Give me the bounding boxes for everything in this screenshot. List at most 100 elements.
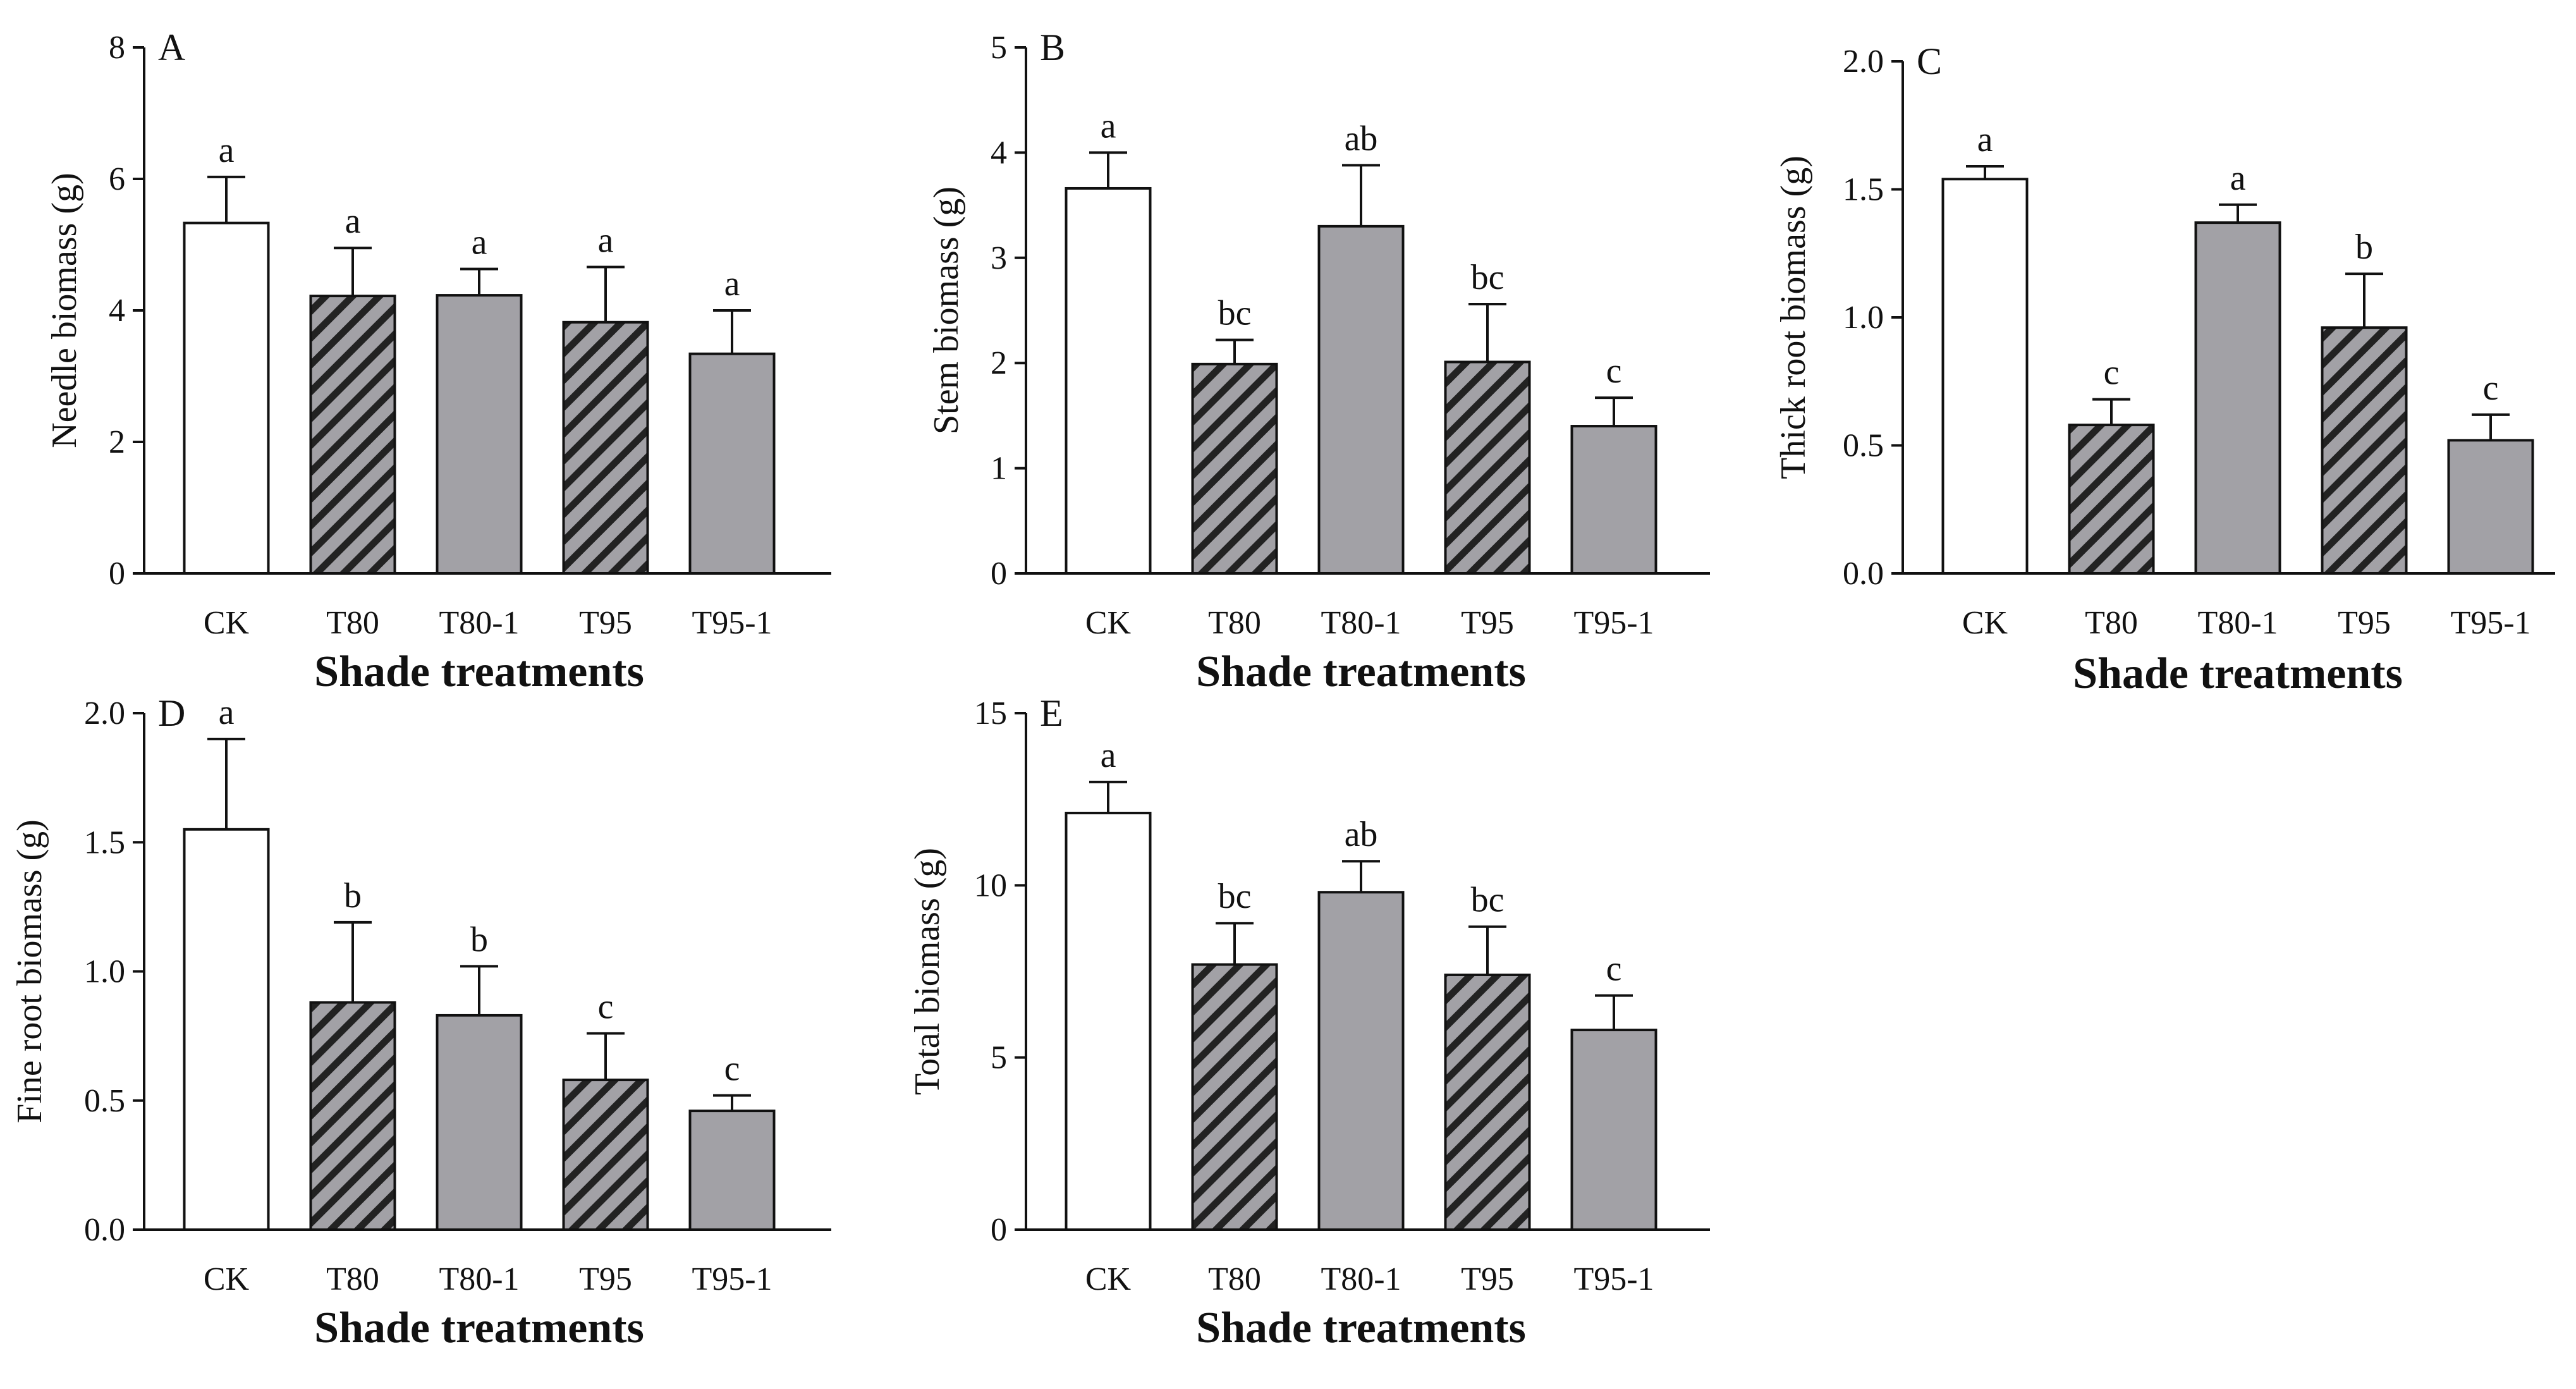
significance-label: ab — [1345, 119, 1378, 158]
x-tick-label: T80 — [326, 1261, 379, 1297]
y-tick-label: 10 — [974, 867, 1007, 903]
significance-label: bc — [1471, 258, 1505, 297]
significance-label: bc — [1218, 877, 1252, 916]
bar — [1444, 360, 1531, 575]
x-axis-label: Shade treatments — [1196, 647, 1526, 696]
x-tick-label: T80 — [2085, 605, 2138, 641]
x-tick-label: T95-1 — [1573, 1261, 1654, 1297]
x-tick-label: T95-1 — [2450, 605, 2530, 641]
bar — [183, 221, 270, 575]
y-tick-label: 2.0 — [84, 695, 125, 731]
panel-b: 0 1 2 3 4 5 a CK bc T80 ab T80-1 bc T95 c T95-1 B Stem bi… — [927, 27, 1710, 696]
x-tick-label: CK — [204, 1261, 250, 1297]
y-tick-label: 4 — [109, 293, 125, 329]
y-tick-label: 5 — [991, 1040, 1007, 1076]
x-tick-label: T80 — [326, 605, 379, 641]
panel-letter: A — [158, 27, 185, 68]
x-tick-label: T95 — [2338, 605, 2391, 641]
significance-label: c — [1606, 950, 1622, 989]
y-tick-label: 2 — [109, 424, 125, 460]
x-tick-label: CK — [1085, 1261, 1132, 1297]
bar — [1191, 362, 1278, 575]
x-axis-label: Shade treatments — [314, 1304, 644, 1352]
y-axis-label: Needle biomass (g) — [45, 173, 84, 448]
y-tick-label: 0.5 — [84, 1083, 125, 1119]
significance-label: b — [344, 876, 362, 915]
y-tick-label: 1 — [991, 451, 1007, 487]
bar — [562, 321, 649, 575]
bar — [1191, 963, 1278, 1232]
x-tick-label: T80-1 — [2197, 605, 2278, 641]
panel-letter: E — [1040, 692, 1063, 734]
significance-label: a — [219, 693, 235, 732]
y-tick-label: 15 — [974, 695, 1007, 731]
y-tick-label: 1.0 — [84, 954, 125, 990]
significance-label: c — [2104, 353, 2120, 393]
significance-label: c — [724, 1049, 740, 1089]
x-tick-label: T95-1 — [1573, 605, 1654, 641]
bar — [2068, 424, 2155, 575]
x-tick-label: T95 — [1461, 605, 1514, 641]
significance-label: c — [2483, 369, 2499, 408]
significance-label: b — [470, 920, 488, 959]
bar — [2194, 221, 2281, 575]
bar — [309, 1001, 396, 1232]
y-tick-label: 0.5 — [1843, 428, 1884, 464]
bar — [1941, 178, 2029, 575]
y-tick-label: 3 — [991, 240, 1007, 276]
y-tick-label: 8 — [109, 30, 125, 66]
bar — [1444, 973, 1531, 1231]
panel-a: 0 2 4 6 8 a CK a T80 a T80-1 a T95 a T95-1 A Needle biom… — [45, 27, 831, 696]
significance-label: bc — [1218, 294, 1252, 333]
bar — [1317, 224, 1405, 575]
x-tick-label: CK — [1962, 605, 2008, 641]
bar — [436, 294, 523, 575]
x-tick-label: T95-1 — [692, 605, 772, 641]
bar — [436, 1013, 523, 1231]
significance-label: a — [1101, 736, 1116, 775]
panel-d: 0.0 0.5 1.0 1.5 2.0 a CK b T80 b T80-1 c T95 c T95-1 D F… — [10, 692, 831, 1352]
bar — [688, 1110, 776, 1231]
x-tick-label: T95-1 — [692, 1261, 772, 1297]
x-tick-label: CK — [1085, 605, 1132, 641]
x-tick-label: T80-1 — [1321, 1261, 1401, 1297]
panel-letter: B — [1040, 27, 1065, 68]
y-tick-label: 0 — [109, 556, 125, 592]
bar — [1570, 1029, 1657, 1232]
bar — [183, 828, 270, 1231]
bar — [688, 352, 776, 575]
significance-label: a — [598, 221, 614, 260]
y-axis-label: Thick root biomass (g) — [1774, 156, 1813, 479]
bar — [1317, 891, 1405, 1231]
significance-label: a — [1977, 120, 1993, 159]
x-axis-label: Shade treatments — [1196, 1304, 1526, 1352]
x-tick-label: CK — [204, 605, 250, 641]
x-tick-label: T80 — [1208, 605, 1261, 641]
significance-label: a — [2230, 159, 2246, 198]
y-tick-label: 0 — [991, 556, 1007, 592]
y-tick-label: 0.0 — [84, 1212, 125, 1248]
bar — [309, 295, 396, 575]
x-axis-label: Shade treatments — [2073, 649, 2403, 698]
bar — [562, 1079, 649, 1231]
significance-label: ab — [1345, 815, 1378, 854]
x-tick-label: T95 — [579, 1261, 632, 1297]
x-axis-label: Shade treatments — [314, 647, 644, 696]
significance-label: b — [2355, 228, 2373, 267]
significance-label: a — [219, 131, 235, 170]
bar — [2447, 439, 2534, 575]
significance-label: bc — [1471, 881, 1505, 920]
x-tick-label: T80-1 — [439, 605, 519, 641]
y-tick-label: 4 — [991, 135, 1007, 171]
y-tick-label: 2 — [991, 345, 1007, 381]
y-tick-label: 1.5 — [84, 824, 125, 860]
y-tick-label: 1.5 — [1843, 172, 1884, 208]
panel-letter: D — [158, 692, 185, 734]
panel-c: 0.0 0.5 1.0 1.5 2.0 a CK c T80 a T80-1 b T95 c T95-1 C T… — [1774, 40, 2555, 698]
x-tick-label: T80-1 — [1321, 605, 1401, 641]
y-axis-label: Total biomass (g) — [908, 848, 947, 1095]
x-tick-label: T80-1 — [439, 1261, 519, 1297]
significance-label: c — [1606, 352, 1622, 391]
significance-label: c — [598, 988, 614, 1027]
